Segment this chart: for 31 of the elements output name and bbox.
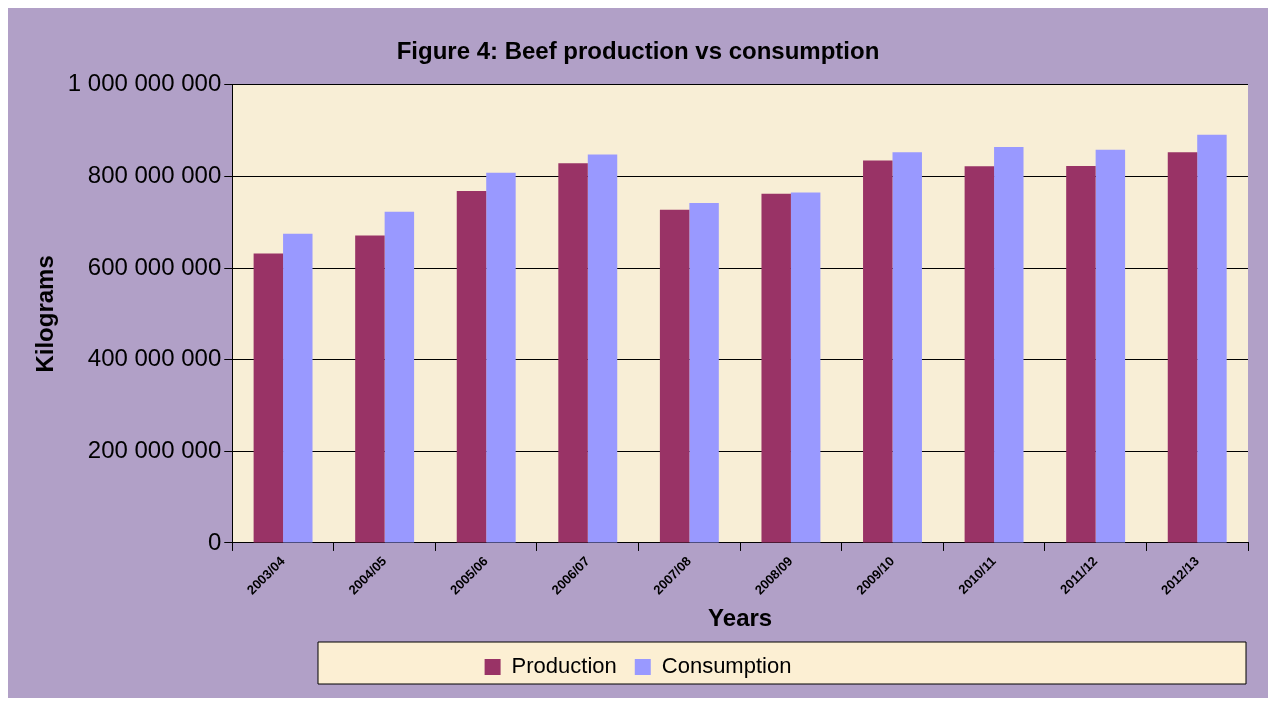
bar xyxy=(558,163,588,543)
bar xyxy=(689,203,719,543)
chart-title: Figure 4: Beef production vs consumption xyxy=(396,37,880,65)
legend-label: Consumption xyxy=(661,653,792,679)
bar xyxy=(659,209,690,543)
bar xyxy=(1197,134,1227,543)
bar xyxy=(1066,165,1096,543)
bar xyxy=(863,160,893,543)
y-tick-label: 400 000 000 xyxy=(87,344,222,372)
bar xyxy=(1095,149,1126,543)
bar xyxy=(355,235,385,543)
bar xyxy=(761,193,791,543)
bar xyxy=(283,233,313,543)
y-tick-label: 0 xyxy=(207,527,222,555)
bar xyxy=(1167,152,1198,543)
x-axis-title: Years xyxy=(708,604,773,632)
bar xyxy=(790,192,821,543)
bar xyxy=(964,166,995,543)
bar xyxy=(486,172,516,543)
bar xyxy=(456,191,487,543)
y-tick-label: 200 000 000 xyxy=(87,435,222,463)
bar xyxy=(384,211,415,543)
bar xyxy=(892,152,922,543)
y-tick-label: 800 000 000 xyxy=(87,161,222,189)
legend-label: Production xyxy=(511,653,617,679)
y-axis-title: Kilograms xyxy=(31,255,59,373)
y-tick-label: 1 000 000 000 xyxy=(67,69,222,97)
y-tick-label: 600 000 000 xyxy=(87,252,222,280)
bar xyxy=(994,147,1024,543)
bar xyxy=(587,154,618,543)
bar xyxy=(253,253,284,543)
